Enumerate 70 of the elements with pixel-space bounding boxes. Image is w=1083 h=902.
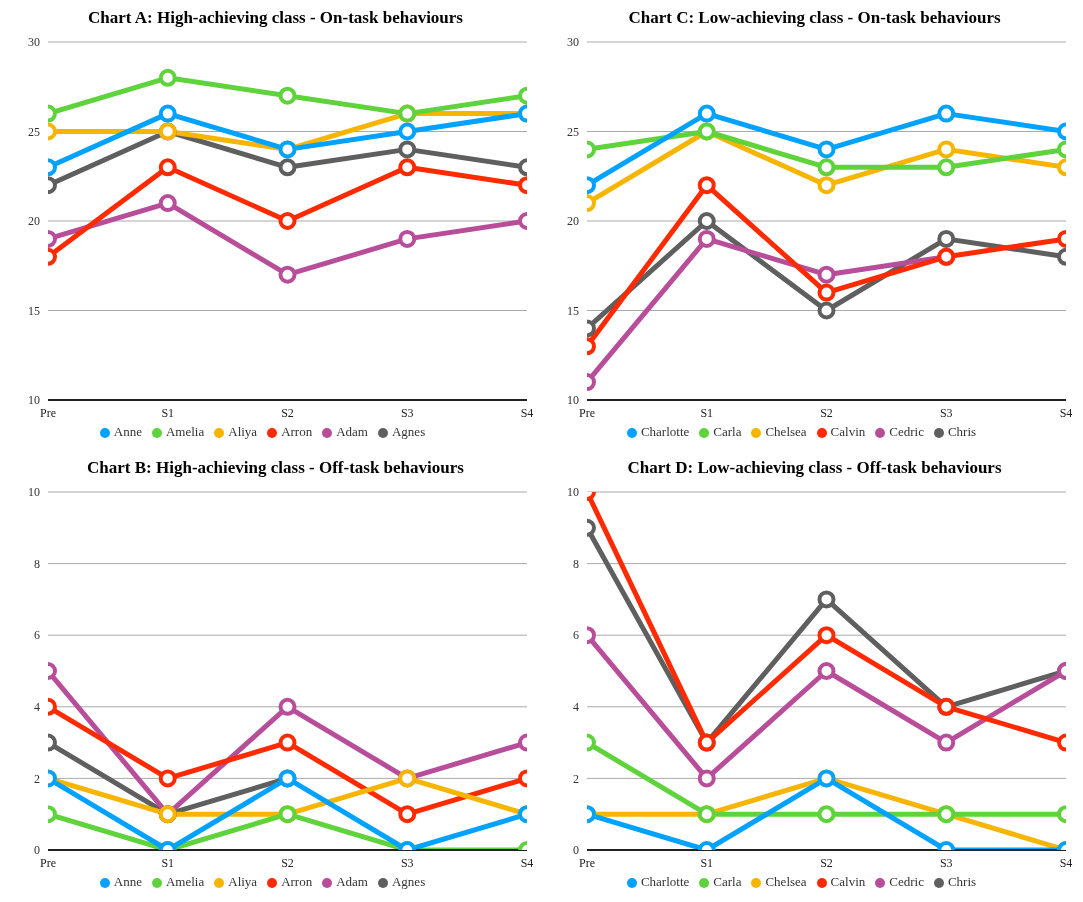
- x-tick-label: S3: [400, 405, 414, 420]
- legend-label: Chris: [947, 874, 977, 889]
- y-tick-label: 4: [573, 700, 579, 715]
- chart-title: Chart A: High-achieving class - On-task behaviours: [87, 8, 464, 29]
- y-tick-label: 15: [567, 303, 579, 318]
- x-tick-label: S1: [700, 855, 714, 870]
- legend-label: Chelsea: [765, 874, 807, 889]
- x-tick-label: S1: [161, 855, 175, 870]
- x-tick-label: S2: [281, 405, 294, 420]
- x-tick-label: S2: [281, 855, 294, 870]
- chart-title: Chart D: Low-achieving class - Off-task behaviours: [626, 458, 1003, 479]
- legend-label: Carla: [713, 874, 742, 889]
- y-tick-label: 25: [28, 124, 40, 139]
- legend-label: Cedric: [889, 874, 924, 889]
- legend-label: Agnes: [391, 424, 426, 439]
- x-tick-label: Pre: [579, 405, 595, 420]
- x-tick-label: S1: [161, 405, 175, 420]
- y-tick-label: 10: [28, 485, 40, 500]
- y-tick-label: 30: [567, 35, 579, 50]
- legend-label: Carla: [713, 424, 742, 439]
- x-tick-label: S1: [700, 405, 714, 420]
- y-tick-label: 0: [573, 843, 579, 858]
- y-tick-label: 25: [567, 124, 579, 139]
- legend-label: Adam: [336, 424, 368, 439]
- legend-label: Calvin: [830, 424, 866, 439]
- y-tick-label: 6: [34, 628, 40, 643]
- x-tick-label: S4: [1059, 405, 1073, 420]
- y-tick-label: 2: [573, 771, 579, 786]
- chart-title: Chart B: High-achieving class - Off-task behaviours: [86, 458, 465, 479]
- x-tick-label: S3: [939, 855, 953, 870]
- legend-label: Charlotte: [640, 874, 690, 889]
- y-tick-label: 10: [567, 485, 579, 500]
- x-tick-label: S2: [820, 405, 833, 420]
- y-tick-label: 15: [28, 303, 40, 318]
- y-tick-label: 8: [34, 556, 40, 571]
- x-tick-label: S3: [939, 405, 953, 420]
- legend-label: Anne: [113, 424, 142, 439]
- x-tick-label: S4: [1059, 855, 1073, 870]
- x-tick-label: S2: [820, 855, 833, 870]
- y-tick-label: 20: [28, 214, 40, 229]
- legend-label: Chris: [947, 424, 977, 439]
- y-tick-label: 2: [34, 771, 40, 786]
- legend-label: Chelsea: [765, 424, 807, 439]
- legend-label: Calvin: [830, 874, 866, 889]
- x-tick-label: Pre: [40, 405, 56, 420]
- x-tick-label: S4: [520, 405, 534, 420]
- y-tick-label: 10: [28, 393, 40, 408]
- legend-label: Aliya: [228, 424, 258, 439]
- y-tick-label: 20: [567, 214, 579, 229]
- x-tick-label: S3: [400, 855, 414, 870]
- legend-label: Anne: [113, 874, 142, 889]
- y-tick-label: 4: [34, 700, 40, 715]
- y-tick-label: 10: [567, 393, 579, 408]
- legend-label: Aliya: [228, 874, 258, 889]
- x-tick-label: S4: [520, 855, 534, 870]
- y-tick-label: 30: [28, 35, 40, 50]
- legend-label: Charlotte: [640, 424, 690, 439]
- x-tick-label: Pre: [40, 855, 56, 870]
- legend-label: Agnes: [391, 874, 426, 889]
- chart-title: Chart C: Low-achieving class - On-task behaviours: [627, 8, 1002, 29]
- legend-label: Arron: [281, 424, 313, 439]
- x-tick-label: Pre: [579, 855, 595, 870]
- y-tick-label: 8: [573, 556, 579, 571]
- legend-label: Cedric: [889, 424, 924, 439]
- legend-label: Amelia: [165, 424, 205, 439]
- legend-label: Amelia: [165, 874, 205, 889]
- y-tick-label: 6: [573, 628, 579, 643]
- legend-label: Adam: [336, 874, 368, 889]
- y-tick-label: 0: [34, 843, 40, 858]
- legend-label: Arron: [281, 874, 313, 889]
